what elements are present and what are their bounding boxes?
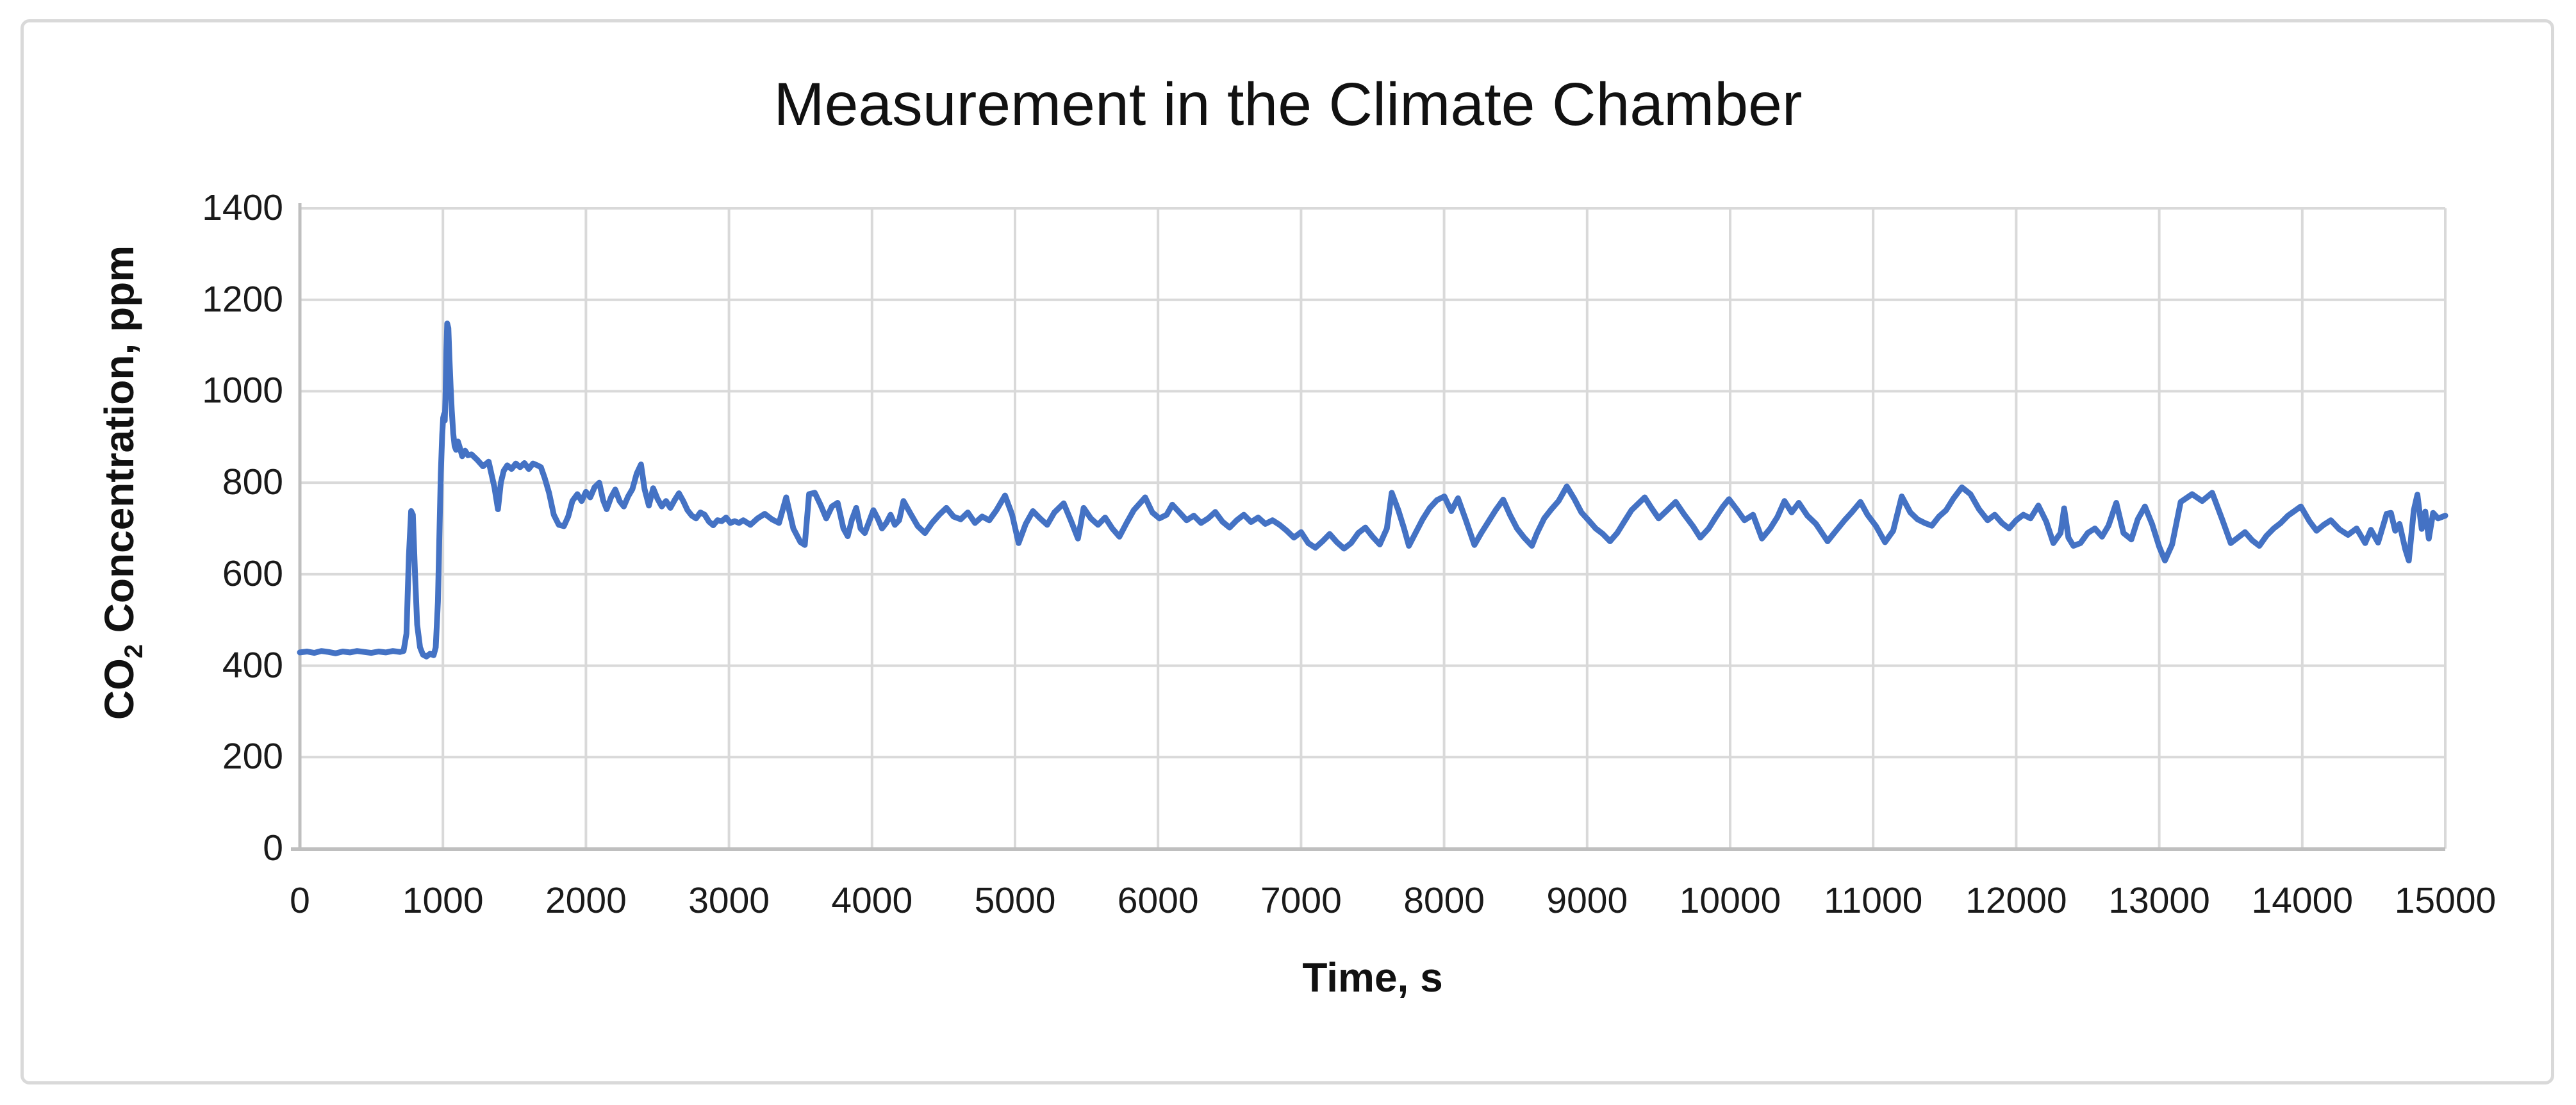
x-tick-label-10000: 10000 [1679,880,1781,921]
x-tick-label-1000: 1000 [402,880,484,921]
x-tick-label-8000: 8000 [1403,880,1485,921]
y-tick-label-200: 200 [222,736,283,777]
x-tick-label-7000: 7000 [1260,880,1342,921]
y-tick-label-600: 600 [222,552,283,594]
x-tick-label-3000: 3000 [688,880,770,921]
x-axis-title: Time, s [1302,954,1443,1001]
y-axis-title-suffix: Concentration, ppm [96,245,142,645]
y-tick-label-0: 0 [263,827,283,868]
x-tick-label-13000: 13000 [2108,880,2210,921]
y-axis-title-prefix: CO [96,658,142,720]
x-tick-label-2000: 2000 [545,880,627,921]
x-tick-label-9000: 9000 [1546,880,1628,921]
y-tick-label-1400: 1400 [202,187,283,228]
x-tick-label-0: 0 [290,880,310,921]
x-tick-label-6000: 6000 [1117,880,1199,921]
x-tick-label-5000: 5000 [974,880,1056,921]
series-line-CO2 concentration [297,320,2448,660]
x-tick-label-12000: 12000 [1965,880,2067,921]
x-tick-label-15000: 15000 [2394,880,2497,921]
x-tick-label-11000: 11000 [1824,880,1923,921]
y-tick-label-1200: 1200 [202,278,283,320]
y-tick-label-800: 800 [222,461,283,503]
axis-lines [291,203,2445,851]
y-tick-label-1000: 1000 [202,370,283,411]
x-tick-label-4000: 4000 [831,880,913,921]
series-lines [297,320,2448,660]
x-tick-label-14000: 14000 [2251,880,2354,921]
gridlines [300,207,2447,849]
chart-title: Measurement in the Climate Chamber [773,71,1803,138]
y-tick-label-400: 400 [222,644,283,686]
